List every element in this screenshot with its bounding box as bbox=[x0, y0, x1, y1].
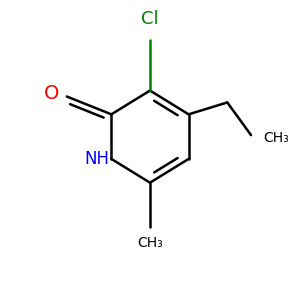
Text: O: O bbox=[44, 84, 60, 103]
Text: Cl: Cl bbox=[141, 10, 159, 28]
Text: CH₃: CH₃ bbox=[263, 131, 289, 145]
Text: CH₃: CH₃ bbox=[137, 236, 163, 250]
Text: NH: NH bbox=[84, 150, 109, 168]
